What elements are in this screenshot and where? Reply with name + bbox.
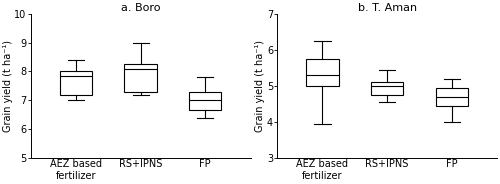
Title: b. T. Aman: b. T. Aman [358,3,416,13]
PathPatch shape [436,88,468,106]
Title: a. Boro: a. Boro [121,3,160,13]
PathPatch shape [189,92,222,110]
PathPatch shape [124,64,157,92]
Y-axis label: Grain yield (t ha⁻¹): Grain yield (t ha⁻¹) [256,40,266,132]
PathPatch shape [371,82,404,95]
PathPatch shape [60,71,92,95]
PathPatch shape [306,59,338,86]
Y-axis label: Grain yield (t ha⁻¹): Grain yield (t ha⁻¹) [3,40,13,132]
